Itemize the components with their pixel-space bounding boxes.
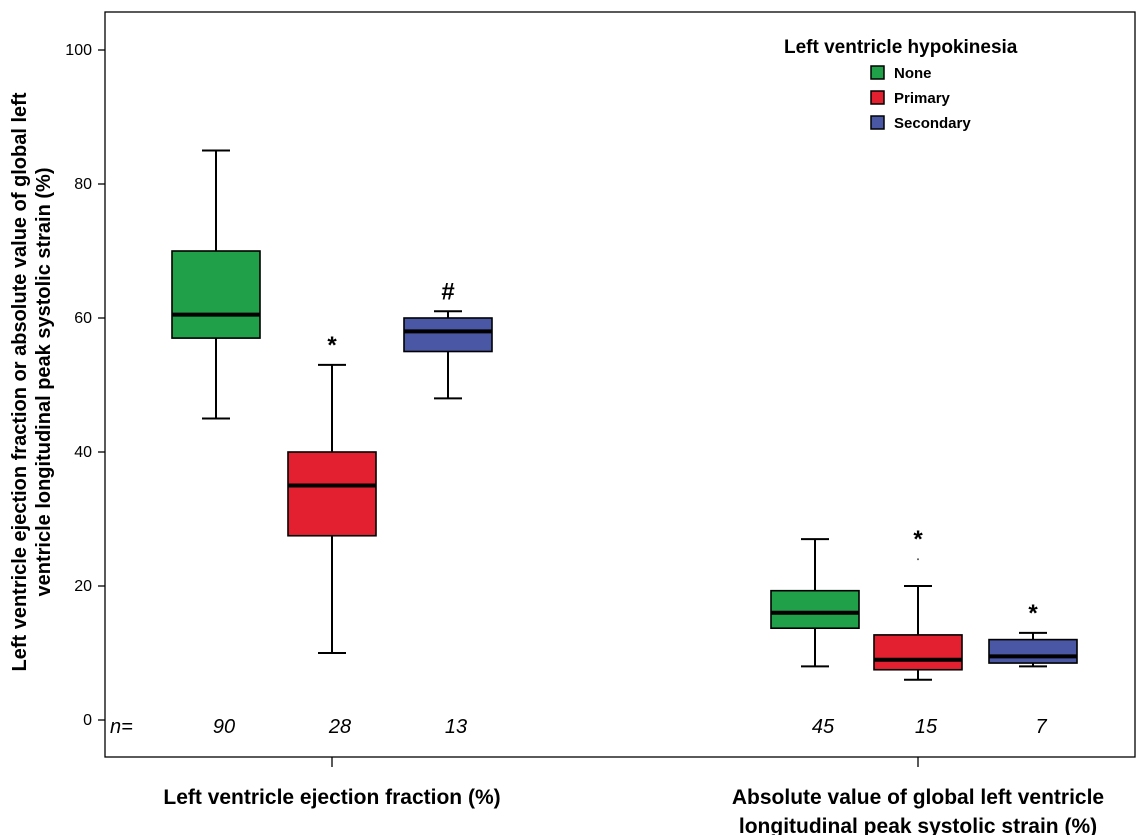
legend-swatch [870,65,885,80]
box-iqr [287,451,377,537]
n-count-label: 15 [915,716,938,738]
box-secondary: # [403,278,493,400]
box-iqr [988,638,1078,664]
box-secondary: * [988,600,1078,668]
box-none [770,538,860,668]
y-axis-title-line-1: Left ventricle ejection fraction or abso… [9,92,31,671]
significance-marker: * [1028,600,1038,627]
y-axis-title: Left ventricle ejection fraction or abso… [9,92,55,671]
legend-title: Left ventricle hypokinesia [784,37,1018,58]
y-tick-label: 20 [74,578,92,595]
y-tick-label: 60 [74,310,92,327]
box-primary: * [873,526,963,681]
outlier-point [917,558,919,561]
significance-marker: # [441,278,454,305]
box-iqr [171,250,261,339]
legend-swatch [870,90,885,105]
x-category-label: Absolute value of global left ventricle [732,786,1104,809]
n-count-label: 90 [213,716,235,738]
box-iqr [403,317,493,353]
y-tick-label: 0 [83,712,92,729]
n-count-label: 13 [445,716,467,738]
plot-frame [104,11,1136,758]
sample-size-labels: n= 90 28 13 45 15 7 [110,716,1047,738]
box-iqr [873,634,963,671]
y-axis: 0 20 40 60 80 100 [65,42,105,729]
y-tick-label: 100 [65,42,92,59]
legend-item-primary: Primary [870,90,951,107]
legend-swatch [870,115,885,130]
significance-marker: * [913,526,923,553]
n-prefix-label: n= [110,716,133,738]
x-axis: Left ventricle ejection fraction (%) Abso… [163,757,1104,835]
n-count-label: 45 [812,716,835,738]
x-category-label: longitudinal peak systolic strain (%) [739,815,1097,835]
box-none [171,149,261,420]
n-count-label: 28 [328,716,351,738]
legend: Left ventricle hypokinesia None Primary Se… [784,37,1018,132]
y-axis-title-line-2: ventricle longitudinal peak systolic str… [33,168,55,597]
y-tick-label: 80 [74,176,92,193]
legend-item-secondary: Secondary [870,115,971,132]
y-tick-label: 40 [74,444,92,461]
legend-item-none: None [870,65,932,82]
legend-label: None [894,65,932,82]
x-category-label: Left ventricle ejection fraction (%) [163,786,500,809]
legend-label: Primary [894,90,951,107]
significance-marker: * [327,332,337,359]
box-primary: * [287,332,377,654]
box-series: * # * * [171,149,1078,681]
box-iqr [770,589,860,630]
n-count-label: 7 [1035,716,1047,738]
legend-label: Secondary [894,115,971,132]
